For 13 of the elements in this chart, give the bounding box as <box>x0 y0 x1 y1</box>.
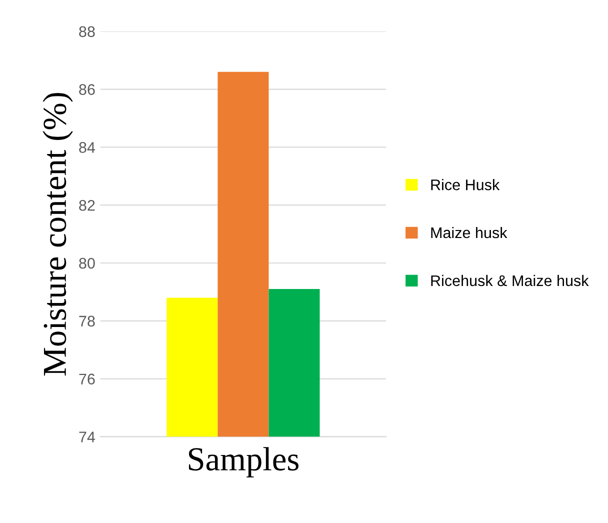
y-tick-label: 84 <box>79 142 96 153</box>
y-tick-label: 80 <box>79 258 95 269</box>
y-tick-label: 74 <box>79 432 96 442</box>
y-axis-title: Moisture content (%) <box>42 92 73 376</box>
y-tick-label: 86 <box>79 84 95 95</box>
legend-label: Maize husk <box>431 226 508 238</box>
x-axis-title: Samples <box>188 447 298 478</box>
legend-label: Ricehusk & Maize husk <box>431 274 589 286</box>
y-tick-label: 78 <box>79 316 95 327</box>
y-tick-label: 88 <box>79 26 95 38</box>
y-tick-label: 76 <box>79 374 95 384</box>
legend-label: Rice Husk <box>431 179 500 190</box>
y-tick-label: 82 <box>79 200 95 211</box>
